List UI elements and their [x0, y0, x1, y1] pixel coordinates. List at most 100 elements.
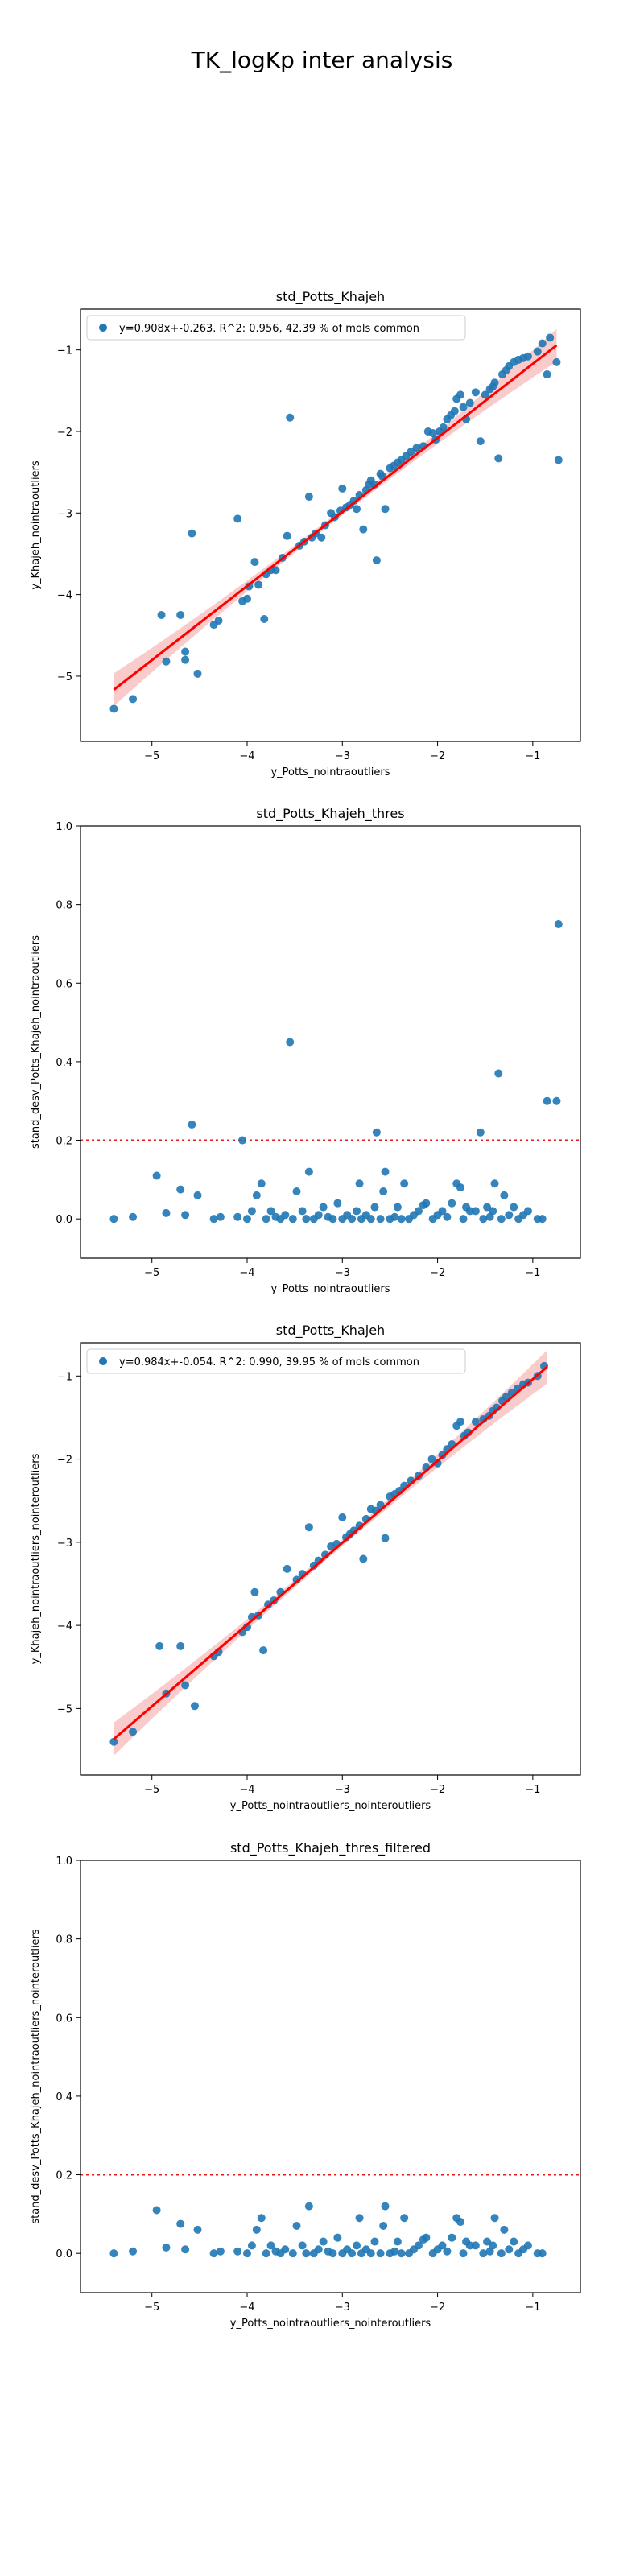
data-point — [523, 352, 532, 361]
legend-marker — [99, 1357, 107, 1365]
data-point — [483, 1203, 492, 1212]
data-point — [543, 1096, 551, 1105]
x-tick-label: −5 — [144, 1784, 159, 1796]
data-point — [552, 1096, 561, 1105]
data-point — [397, 2249, 406, 2258]
data-point — [465, 1207, 474, 1216]
y-tick-label: 0.6 — [56, 2013, 72, 2025]
data-point — [243, 1215, 251, 1224]
data-point — [489, 1207, 497, 1216]
data-point — [422, 2233, 431, 2242]
data-point — [489, 2241, 497, 2250]
data-point — [554, 456, 563, 464]
data-point — [109, 704, 118, 713]
data-point — [216, 1212, 225, 1221]
data-point — [376, 2249, 385, 2258]
data-point — [500, 2225, 509, 2234]
data-point — [233, 1212, 242, 1221]
data-point — [546, 333, 555, 342]
x-tick-label: −4 — [239, 750, 254, 762]
data-point — [353, 505, 361, 514]
data-point — [283, 1564, 291, 1573]
data-point — [152, 2206, 161, 2215]
data-point — [162, 657, 171, 666]
data-point — [523, 1207, 532, 1216]
data-point — [366, 1215, 375, 1224]
data-point — [266, 2241, 275, 2250]
data-point — [497, 1215, 506, 1224]
data-point — [304, 493, 313, 502]
data-point — [471, 388, 480, 397]
y-tick-label: 0.2 — [56, 1136, 72, 1148]
data-point — [479, 1215, 488, 1224]
data-point — [129, 1212, 138, 1221]
data-point — [397, 1215, 406, 1224]
y-tick-label: −1 — [57, 345, 72, 357]
data-point — [479, 2249, 488, 2258]
data-point — [181, 647, 190, 656]
data-point — [214, 617, 223, 625]
y-tick-label: 1.0 — [56, 821, 72, 833]
chart-title: std_Potts_Khajeh_thres — [256, 806, 404, 822]
axes-frame — [80, 308, 581, 742]
data-point — [250, 558, 259, 567]
y-tick-label: −5 — [57, 1703, 72, 1715]
data-point — [333, 2233, 342, 2242]
data-point — [381, 1167, 390, 1176]
data-point — [390, 2247, 399, 2256]
data-point — [456, 1418, 464, 1426]
data-point — [262, 2249, 270, 2258]
data-point — [157, 610, 166, 619]
data-point — [483, 2237, 492, 2246]
chart-1: std_Potts_Khajeh −5 −4 −3 −2 −1 −5 −4 −3 −2 −1 y_Po… — [30, 289, 581, 778]
data-point — [443, 1212, 452, 1221]
x-tick-label: −3 — [335, 1784, 350, 1796]
x-tick-label: −4 — [239, 2301, 254, 2314]
data-point — [286, 413, 295, 422]
data-point — [353, 2241, 361, 2250]
data-point — [298, 1207, 307, 1216]
data-point — [314, 2245, 323, 2254]
data-point — [393, 2237, 402, 2246]
data-point — [243, 2249, 251, 2258]
data-point — [129, 1728, 138, 1736]
data-point — [176, 1185, 185, 1194]
y-tick-label: −4 — [57, 1620, 72, 1633]
data-point — [376, 1215, 385, 1224]
data-point — [319, 2237, 328, 2246]
x-tick-label: −3 — [335, 1267, 350, 1279]
data-point — [366, 2249, 375, 2258]
data-point — [252, 1191, 261, 1199]
data-point — [304, 1167, 313, 1176]
y-tick-label: 0.8 — [56, 1934, 72, 1946]
regression-line — [113, 344, 558, 691]
scatter-points — [109, 920, 563, 1224]
data-point — [355, 1179, 364, 1188]
y-axis-label: y_Khajeh_nointraoutliers_nointeroutliers — [30, 1453, 42, 1664]
data-point — [481, 390, 489, 399]
data-point — [381, 505, 390, 514]
data-point — [450, 407, 459, 415]
data-point — [176, 610, 185, 619]
y-tick-label: 0.6 — [56, 978, 72, 990]
data-point — [162, 2243, 171, 2252]
data-point — [338, 484, 347, 493]
data-point — [288, 2249, 297, 2258]
data-point — [471, 2241, 480, 2250]
data-point — [459, 1215, 468, 1224]
x-tick-label: −1 — [525, 750, 540, 762]
legend-marker — [99, 324, 107, 332]
chart-title: std_Potts_Khajeh — [276, 289, 385, 305]
legend: y=0.908x+-0.263. R^2: 0.956, 42.39 % of … — [86, 315, 466, 341]
y-tick-label: −3 — [57, 1538, 72, 1550]
data-point — [216, 2247, 225, 2256]
data-point — [129, 695, 138, 704]
x-tick-label: −3 — [335, 2301, 350, 2314]
data-point — [281, 2245, 290, 2254]
data-point — [500, 1191, 509, 1199]
data-point — [262, 1215, 270, 1224]
y-axis-label: y_Khajeh_nointraoutliers — [30, 460, 42, 590]
data-point — [505, 2245, 514, 2254]
data-point — [497, 2249, 506, 2258]
